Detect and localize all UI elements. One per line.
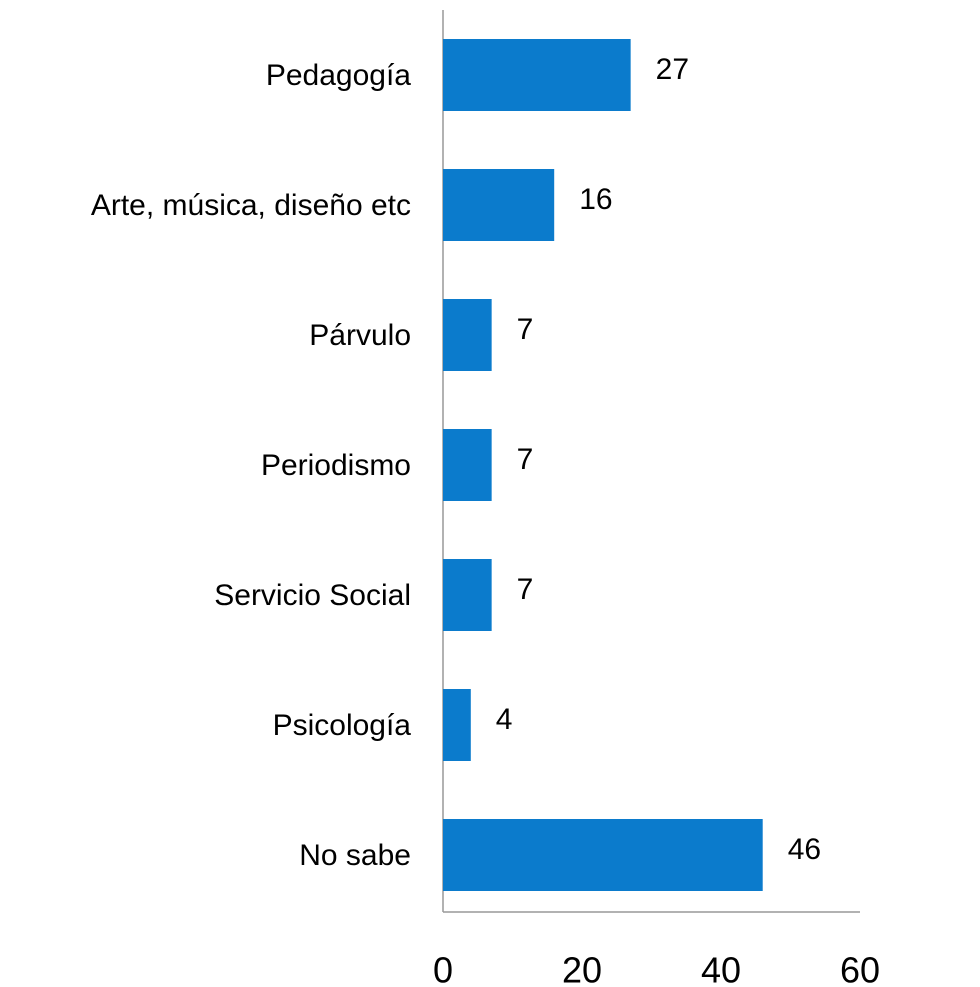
value-label: 7 <box>517 313 534 346</box>
x-tick-label: 60 <box>840 950 880 987</box>
x-tick-label: 40 <box>701 950 741 987</box>
value-label: 7 <box>517 573 534 606</box>
y-tick-label: Arte, música, diseño etc <box>91 189 411 222</box>
bar <box>443 559 492 631</box>
value-label: 4 <box>496 703 513 736</box>
bar <box>443 819 763 891</box>
x-tick-label: 0 <box>433 950 453 987</box>
y-tick-label: Psicología <box>273 709 412 742</box>
y-tick-label: Párvulo <box>309 319 411 352</box>
y-tick-label: Periodismo <box>261 449 411 482</box>
x-tick-label: 20 <box>562 950 602 987</box>
value-label: 16 <box>579 183 612 216</box>
y-tick-label: No sabe <box>299 839 411 872</box>
bar <box>443 169 555 241</box>
value-label: 46 <box>788 833 821 866</box>
bar <box>443 299 492 371</box>
value-label: 7 <box>517 443 534 476</box>
y-tick-label: Servicio Social <box>214 579 411 612</box>
bar <box>443 429 492 501</box>
bar <box>443 39 631 111</box>
value-label: 27 <box>656 53 689 86</box>
y-tick-label: Pedagogía <box>266 59 411 92</box>
bar <box>443 689 471 761</box>
